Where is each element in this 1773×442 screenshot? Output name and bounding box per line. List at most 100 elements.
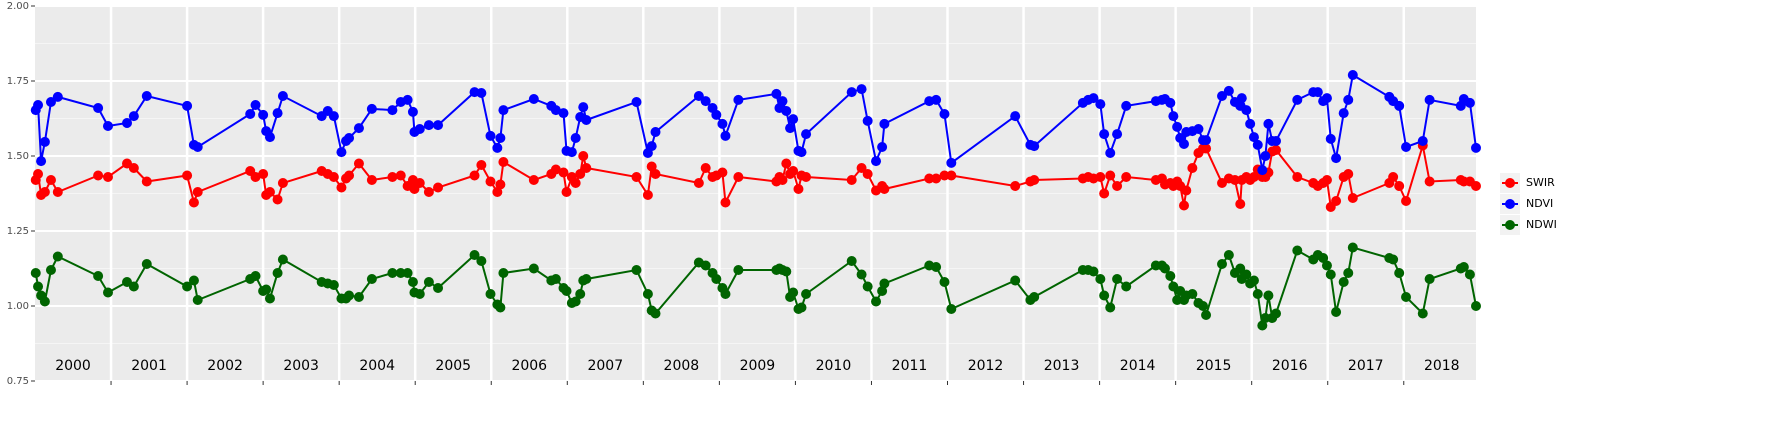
data-point <box>631 172 642 182</box>
data-point <box>550 164 561 175</box>
data-point <box>733 172 744 182</box>
data-point <box>1241 105 1252 116</box>
data-point <box>700 163 711 173</box>
data-point <box>366 274 377 284</box>
data-point <box>45 97 56 107</box>
data-point <box>1165 97 1176 108</box>
year-label: 2017 <box>1348 358 1384 374</box>
data-point <box>631 265 642 275</box>
data-point <box>366 103 377 114</box>
data-point <box>1099 129 1110 140</box>
data-point <box>103 172 114 182</box>
data-point <box>788 114 799 125</box>
data-point <box>528 263 539 274</box>
data-point <box>52 91 63 102</box>
data-point <box>1187 289 1198 299</box>
data-point <box>1401 196 1412 206</box>
data-point <box>1201 143 1212 154</box>
data-point <box>36 156 47 167</box>
year-label: 2011 <box>892 358 928 374</box>
data-point <box>796 147 807 158</box>
data-point <box>39 136 50 147</box>
data-point <box>646 141 657 152</box>
data-point <box>498 105 509 116</box>
data-point <box>1331 196 1342 206</box>
data-point <box>566 147 577 158</box>
data-point <box>402 268 413 278</box>
data-point <box>344 290 355 301</box>
data-point <box>1112 274 1123 284</box>
data-point <box>395 268 406 278</box>
data-point <box>856 163 867 173</box>
data-point <box>871 156 882 167</box>
data-point <box>1257 165 1268 176</box>
data-point <box>1095 99 1106 110</box>
data-point <box>188 275 199 286</box>
data-point <box>550 105 561 116</box>
data-point <box>1121 281 1132 292</box>
data-point <box>192 295 203 305</box>
data-point <box>1088 93 1099 104</box>
year-label: 2004 <box>359 358 395 374</box>
data-point <box>188 197 199 208</box>
data-point <box>1172 295 1183 305</box>
data-point <box>846 87 857 98</box>
data-point <box>570 296 581 307</box>
data-point <box>939 277 950 287</box>
data-point <box>717 118 728 129</box>
data-point <box>1178 139 1189 149</box>
data-point <box>946 157 957 168</box>
data-point <box>700 96 711 107</box>
data-point <box>558 108 569 119</box>
data-point <box>801 129 812 140</box>
data-point <box>733 94 744 105</box>
year-label: 2007 <box>587 358 623 374</box>
data-point <box>93 271 104 281</box>
data-point <box>1223 250 1234 260</box>
data-point <box>777 96 788 107</box>
data-point <box>1343 268 1354 278</box>
data-point <box>1201 135 1212 146</box>
data-point <box>1271 136 1282 146</box>
year-label: 2012 <box>968 358 1004 374</box>
data-point <box>492 187 503 197</box>
data-point <box>1095 274 1106 284</box>
legend-label: NDWI <box>1526 218 1557 231</box>
data-point <box>693 178 704 188</box>
data-point <box>495 302 506 313</box>
data-point <box>1088 266 1099 277</box>
data-point <box>1292 245 1303 256</box>
data-point <box>1325 269 1336 280</box>
data-point <box>336 147 347 158</box>
data-point <box>1318 253 1329 263</box>
data-point <box>1471 301 1481 311</box>
data-point <box>1321 93 1332 104</box>
data-point <box>1193 124 1204 134</box>
data-point <box>879 184 890 194</box>
data-point <box>93 170 104 181</box>
data-point <box>1029 175 1040 185</box>
legend-label: SWIR <box>1526 176 1555 189</box>
data-point <box>642 190 653 200</box>
data-point <box>141 259 152 269</box>
data-point <box>1401 292 1412 302</box>
year-label: 2015 <box>1196 358 1232 374</box>
data-point <box>52 187 63 197</box>
data-point <box>1245 118 1256 129</box>
data-point <box>1099 188 1110 199</box>
data-point <box>423 187 434 197</box>
data-point <box>498 268 509 278</box>
data-point <box>1010 111 1021 122</box>
data-point <box>1241 269 1252 280</box>
data-point <box>561 286 572 296</box>
data-point <box>1159 263 1170 274</box>
data-point <box>395 170 406 181</box>
data-point <box>1260 313 1271 323</box>
data-point <box>407 106 418 117</box>
data-point <box>581 163 592 173</box>
data-point <box>939 170 950 181</box>
data-point <box>693 91 704 101</box>
data-point <box>182 100 193 111</box>
data-point <box>581 115 592 125</box>
data-point <box>646 161 657 172</box>
